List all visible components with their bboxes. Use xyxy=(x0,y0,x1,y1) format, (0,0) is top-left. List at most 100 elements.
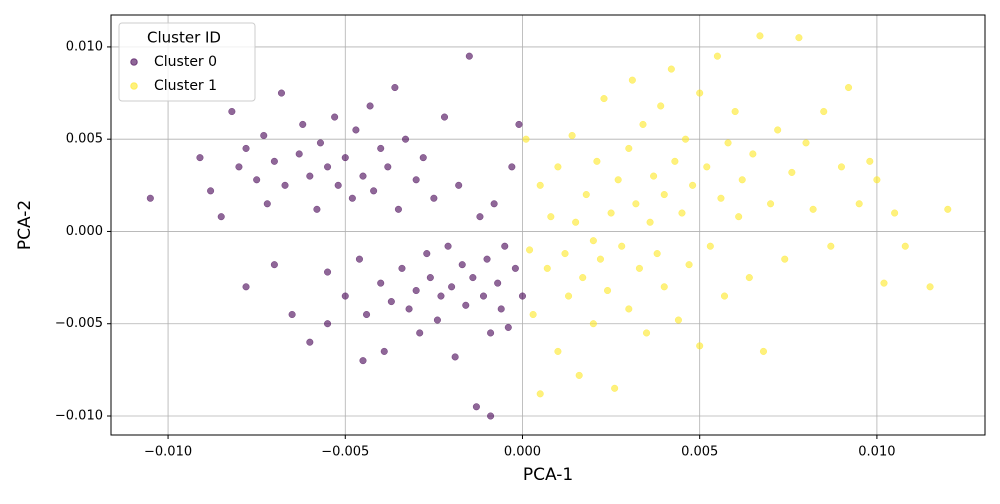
y-tick-label: 0.000 xyxy=(66,224,103,239)
point xyxy=(536,390,544,398)
point xyxy=(944,205,952,213)
point xyxy=(476,213,484,221)
point xyxy=(387,298,395,306)
x-tick-label: −0.005 xyxy=(321,445,369,460)
point xyxy=(207,187,215,195)
point xyxy=(696,89,704,97)
point xyxy=(543,264,551,272)
point xyxy=(565,292,573,300)
point xyxy=(146,194,154,202)
point xyxy=(589,320,597,328)
point xyxy=(660,191,668,199)
point xyxy=(341,154,349,162)
point xyxy=(614,176,622,184)
point xyxy=(401,135,410,143)
point xyxy=(703,163,711,171)
point xyxy=(724,139,732,147)
point xyxy=(901,242,909,250)
y-tick-label: 0.005 xyxy=(66,132,103,147)
point xyxy=(518,292,527,300)
point xyxy=(653,250,661,258)
point xyxy=(359,172,367,180)
point xyxy=(781,255,789,263)
point xyxy=(490,200,498,208)
point xyxy=(515,120,523,128)
point xyxy=(253,176,261,184)
point xyxy=(735,213,743,221)
point xyxy=(713,52,721,60)
point xyxy=(572,218,580,226)
point xyxy=(458,261,466,269)
point xyxy=(720,292,729,300)
point xyxy=(650,172,658,180)
point xyxy=(738,176,746,184)
point xyxy=(891,209,899,217)
point xyxy=(380,347,388,355)
point xyxy=(419,154,427,162)
point xyxy=(370,187,378,195)
point xyxy=(299,120,307,128)
point xyxy=(306,172,314,180)
legend-marker xyxy=(130,82,138,90)
point xyxy=(873,176,881,184)
point xyxy=(561,250,569,258)
point xyxy=(423,250,431,258)
point xyxy=(660,283,668,291)
point xyxy=(405,305,413,313)
point xyxy=(355,255,363,263)
point xyxy=(366,102,374,110)
point xyxy=(465,52,473,60)
point xyxy=(603,286,612,295)
point xyxy=(394,205,402,213)
point xyxy=(455,181,463,189)
point xyxy=(529,310,537,319)
point xyxy=(639,120,647,128)
point xyxy=(596,255,605,263)
point xyxy=(522,135,530,143)
point xyxy=(706,242,714,250)
point xyxy=(448,283,456,291)
point xyxy=(331,113,339,121)
point xyxy=(667,65,675,73)
legend-label: Cluster 1 xyxy=(154,78,217,94)
point xyxy=(774,126,782,134)
x-tick-label: 0.005 xyxy=(681,445,718,460)
point xyxy=(501,242,509,250)
point xyxy=(625,144,633,152)
x-tick-label: −0.010 xyxy=(144,445,192,460)
point xyxy=(657,102,665,110)
point xyxy=(362,310,371,319)
legend-label: Cluster 0 xyxy=(154,54,217,70)
point xyxy=(483,255,491,263)
point xyxy=(341,292,349,300)
point xyxy=(469,274,477,282)
y-tick-label: 0.010 xyxy=(66,39,103,54)
point xyxy=(462,301,470,309)
point xyxy=(391,83,399,92)
point xyxy=(674,316,682,324)
point xyxy=(600,95,608,103)
legend-marker xyxy=(130,58,138,66)
point xyxy=(855,200,863,208)
point xyxy=(749,150,757,158)
point xyxy=(270,261,278,269)
point xyxy=(324,268,332,276)
point xyxy=(880,279,888,287)
point xyxy=(242,144,250,152)
point xyxy=(494,279,502,287)
point xyxy=(334,181,342,189)
x-tick-label: 0.000 xyxy=(504,445,541,460)
point xyxy=(926,283,934,291)
point xyxy=(440,113,449,121)
point xyxy=(809,205,817,213)
point xyxy=(635,264,643,272)
plot-frame xyxy=(110,14,986,436)
point xyxy=(295,150,303,158)
point xyxy=(579,274,587,282)
point xyxy=(795,34,803,42)
point xyxy=(526,246,534,254)
point xyxy=(504,323,512,331)
point xyxy=(277,89,286,97)
point xyxy=(632,200,640,208)
